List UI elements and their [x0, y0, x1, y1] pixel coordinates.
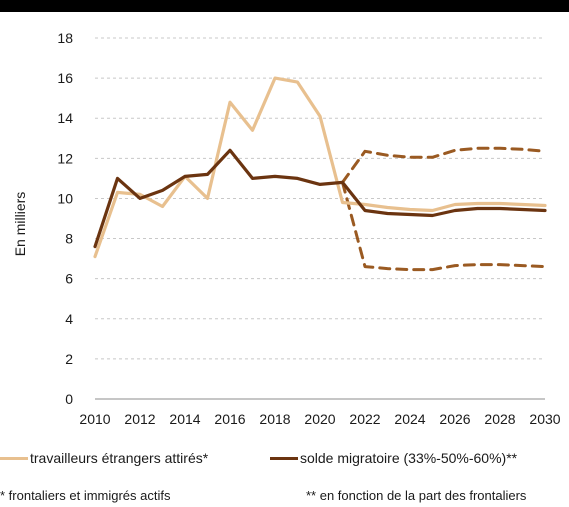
y-axis-title: En milliers	[12, 192, 28, 257]
y-tick-label: 2	[65, 351, 73, 367]
legend-item-workers: travailleurs étrangers attirés*	[0, 450, 208, 466]
series-line-1	[93, 148, 547, 249]
series-lines	[93, 76, 547, 272]
x-tick-label: 2014	[169, 411, 200, 427]
footnote-2: ** en fonction de la part des frontalier…	[306, 488, 527, 503]
x-tick-label: 2026	[439, 411, 470, 427]
x-tick-label: 2030	[529, 411, 560, 427]
top-rule	[0, 0, 569, 12]
legend-label-workers: travailleurs étrangers attirés*	[30, 450, 209, 466]
y-tick-label: 6	[65, 271, 73, 287]
x-tick-label: 2010	[79, 411, 110, 427]
y-tick-label: 18	[57, 30, 73, 46]
y-tick-label: 4	[65, 311, 73, 327]
legend-item-migration: solde migratoire (33%-50%-60%)**	[270, 450, 517, 466]
y-tick-labels: 0 2 4 6 8 10 12 14 16 18	[57, 30, 73, 407]
y-tick-label: 16	[57, 70, 73, 86]
series-line-2	[341, 146, 547, 184]
legend-swatch-migration	[270, 456, 298, 460]
y-tick-label: 12	[57, 150, 73, 166]
x-tick-label: 2016	[214, 411, 245, 427]
x-tick-label: 2022	[349, 411, 380, 427]
x-tick-label: 2024	[394, 411, 425, 427]
y-tick-label: 0	[65, 391, 73, 407]
series-line-0	[93, 76, 547, 259]
x-tick-label: 2028	[484, 411, 515, 427]
x-tick-label: 2018	[259, 411, 290, 427]
legend: travailleurs étrangers attirés* solde mi…	[0, 450, 569, 474]
legend-swatch-workers	[0, 456, 28, 460]
x-tick-labels: 2010 2012 2014 2016 2018 2020 2022 2024 2026 2028…	[79, 411, 560, 427]
y-tick-label: 14	[57, 110, 73, 126]
gridlines	[95, 37, 545, 360]
series-line-3	[341, 180, 547, 272]
line-chart: 0 2 4 6 8 10 12 14 16 18 2010 2012 2014 2016 2018 2020…	[12, 30, 561, 427]
x-tick-label: 2020	[304, 411, 335, 427]
footnote-1: * frontaliers et immigrés actifs	[0, 488, 171, 503]
y-tick-label: 10	[57, 190, 73, 206]
y-tick-label: 8	[65, 231, 73, 247]
x-tick-label: 2012	[124, 411, 155, 427]
legend-label-migration: solde migratoire (33%-50%-60%)**	[300, 450, 518, 466]
